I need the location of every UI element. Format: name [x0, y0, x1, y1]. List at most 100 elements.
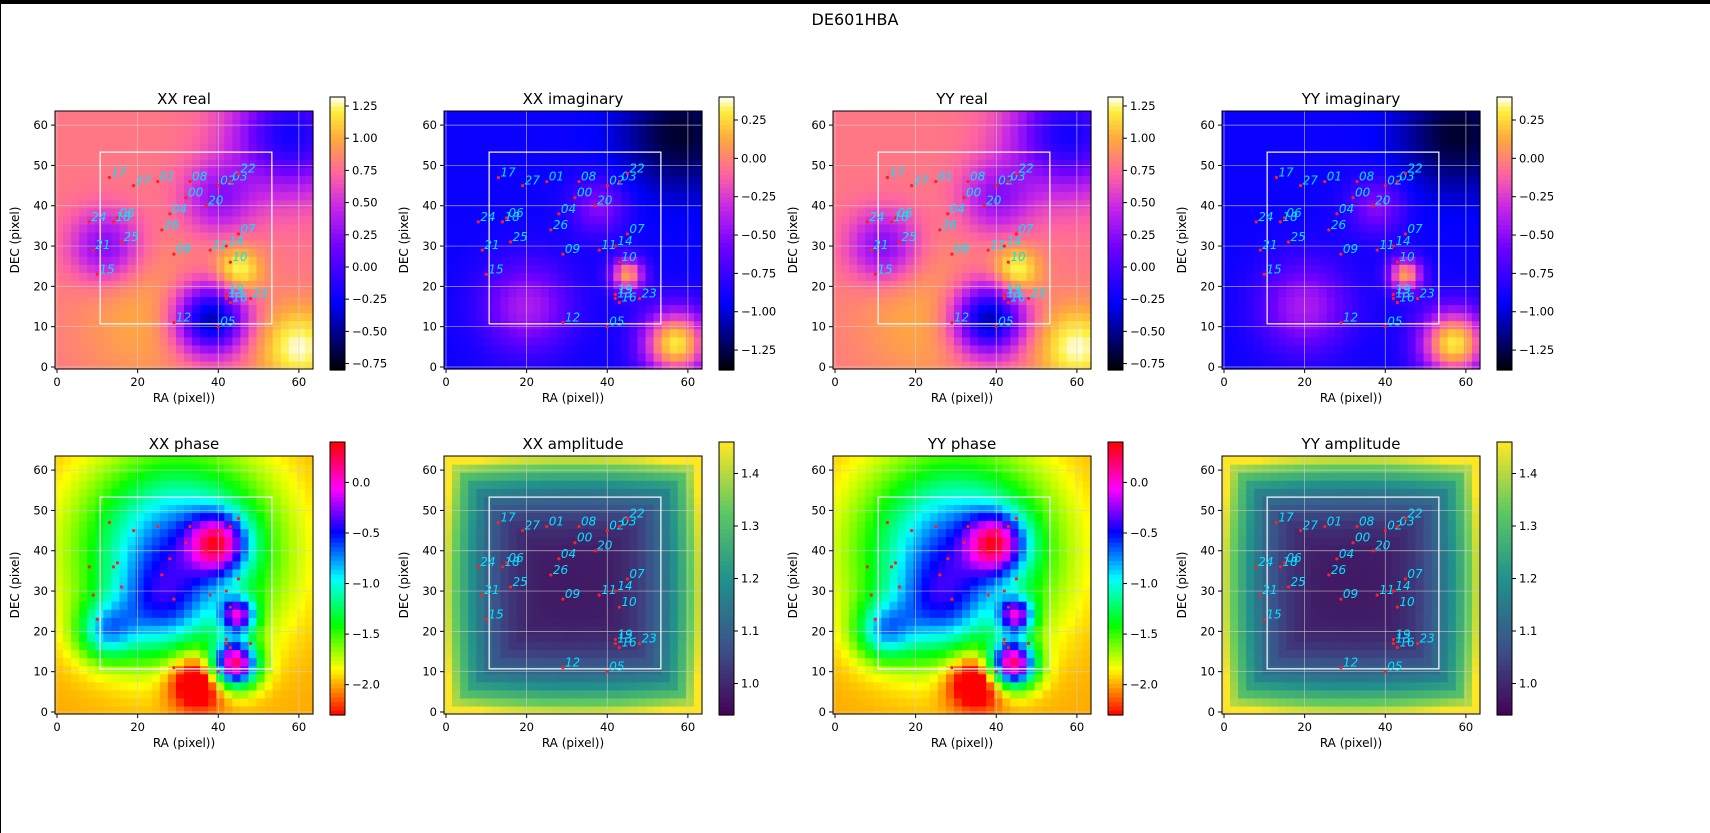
heatmap-cell: [1439, 272, 1449, 281]
heatmap-cell: [833, 344, 842, 354]
source-label: 14: [1395, 234, 1410, 248]
heatmap-cell: [945, 151, 955, 160]
source-label: 07: [240, 222, 256, 236]
heatmap-cell: [1431, 256, 1441, 265]
heatmap-cell: [492, 240, 502, 249]
heatmap-cell: [1342, 288, 1352, 298]
heatmap-cell: [184, 215, 193, 225]
heatmap-cell: [1367, 256, 1376, 265]
heatmap-cell: [208, 280, 217, 289]
heatmap-cell: [532, 167, 542, 177]
heatmap-cell: [500, 111, 510, 120]
heatmap-cell: [119, 272, 129, 281]
heatmap-cell: [978, 223, 987, 233]
heatmap-cell: [1026, 151, 1036, 160]
heatmap-cell: [143, 111, 153, 120]
heatmap-cell: [564, 336, 574, 346]
heatmap-cell: [200, 191, 209, 201]
heatmap-cell: [111, 175, 121, 185]
heatmap-cell: [962, 280, 971, 289]
heatmap-cell: [953, 159, 963, 169]
heatmap-cell: [532, 199, 542, 209]
heatmap-cell: [1326, 248, 1336, 257]
heatmap-cell: [1383, 143, 1392, 152]
heatmap-cell: [970, 231, 979, 241]
heatmap-cell: [111, 143, 121, 152]
heatmap-cell: [1246, 231, 1255, 241]
heatmap-cell: [500, 135, 510, 144]
heatmap-cell: [953, 264, 963, 273]
heatmap-cell: [216, 360, 225, 370]
colorbar-tick-label: 0.00: [741, 151, 767, 165]
heatmap-cell: [661, 240, 671, 249]
heatmap-cell: [1415, 280, 1425, 289]
heatmap-cell: [661, 135, 671, 144]
heatmap-cell: [167, 320, 177, 330]
heatmap-cell: [1463, 215, 1473, 225]
heatmap-cell: [63, 601, 72, 610]
heatmap-cell: [833, 264, 842, 273]
heatmap-cell: [508, 296, 518, 306]
heatmap-cell: [986, 248, 995, 257]
heatmap-cell: [444, 320, 453, 330]
heatmap-cell: [476, 280, 485, 289]
heatmap-cell: [87, 352, 96, 362]
heatmap-cell: [548, 127, 558, 136]
heatmap-cell: [71, 304, 80, 314]
heatmap-cell: [304, 312, 314, 322]
heatmap-cell: [564, 159, 574, 169]
heatmap-cell: [476, 312, 485, 322]
heatmap-cell: [1050, 344, 1060, 354]
heatmap-cell: [216, 135, 225, 144]
heatmap-cell: [468, 296, 477, 306]
heatmap-cell: [645, 175, 655, 185]
heatmap-cell: [841, 111, 850, 120]
heatmap-cell: [905, 223, 915, 233]
heatmap-cell: [232, 151, 242, 160]
heatmap-cell: [532, 360, 542, 370]
heatmap-cell: [492, 159, 502, 169]
heatmap-cell: [1471, 119, 1481, 128]
heatmap-cell: [288, 199, 298, 209]
heatmap-cell: [532, 264, 542, 273]
y-tick-label: 20: [811, 279, 826, 293]
colorbar-band: [1108, 301, 1123, 307]
heatmap-cell: [1002, 304, 1011, 314]
heatmap-cell: [548, 191, 558, 201]
heatmap-cell: [597, 231, 606, 241]
heatmap-cell: [1034, 320, 1044, 330]
heatmap-cell: [978, 304, 987, 314]
heatmap-cell: [1383, 119, 1392, 128]
heatmap-cell: [1334, 240, 1344, 249]
source-marker: [561, 321, 565, 325]
heatmap-cell: [945, 183, 955, 193]
heatmap-cell: [970, 191, 979, 201]
colorbar-tick-label: −0.25: [352, 292, 387, 306]
heatmap-cell: [693, 280, 703, 289]
heatmap-cell: [1471, 159, 1481, 169]
heatmap-cell: [79, 119, 88, 128]
heatmap-cell: [1423, 352, 1433, 362]
source-06: 06: [115, 206, 135, 220]
heatmap-cell: [653, 231, 663, 241]
heatmap-cell: [444, 256, 453, 265]
heatmap-cell: [1326, 280, 1336, 289]
heatmap-cell: [589, 352, 598, 362]
heatmap-cell: [857, 280, 866, 289]
heatmap-cell: [1471, 175, 1481, 185]
heatmap-cell: [921, 256, 931, 265]
source-label: 02: [998, 174, 1013, 188]
heatmap-cell: [1334, 304, 1344, 314]
colorbar-band: [1108, 242, 1123, 248]
heatmap-cell: [1002, 159, 1011, 169]
source-marker: [1395, 260, 1399, 264]
heatmap-cell: [1310, 312, 1320, 322]
heatmap-cell: [833, 352, 842, 362]
heatmap-cell: [849, 320, 858, 330]
heatmap-cell: [1066, 135, 1076, 144]
heatmap-cell: [71, 504, 80, 514]
heatmap-cell: [1334, 296, 1344, 306]
heatmap-cell: [143, 207, 153, 217]
source-marker: [1274, 175, 1279, 180]
heatmap-cell: [1399, 135, 1409, 144]
